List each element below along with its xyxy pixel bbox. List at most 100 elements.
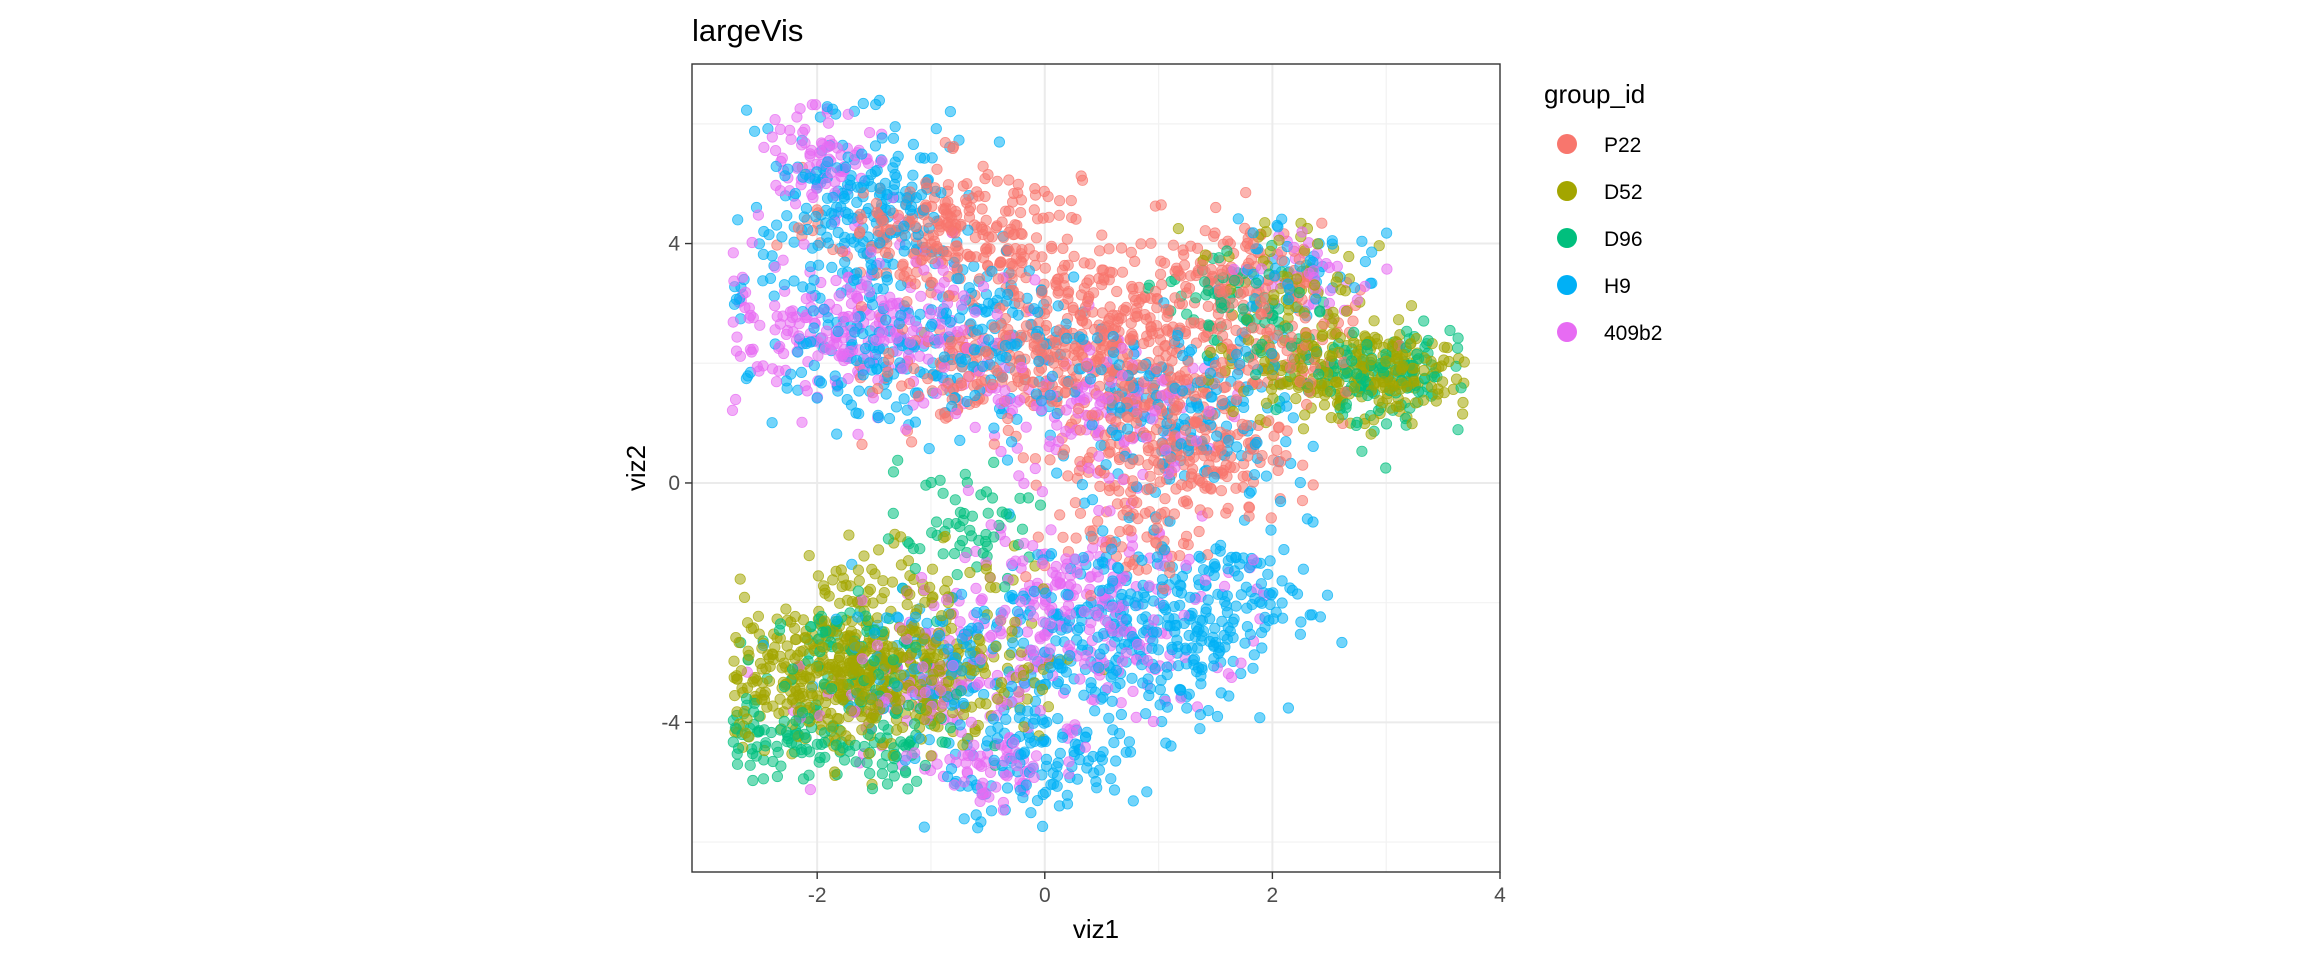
data-point-h9: [848, 274, 860, 286]
data-point-h9: [954, 719, 966, 731]
data-point-p22: [1285, 331, 1298, 343]
data-point-h9: [1076, 639, 1089, 651]
data-point-d52: [1390, 400, 1403, 412]
data-point-h9: [870, 98, 882, 111]
data-point-409b2: [833, 350, 845, 362]
data-point-409b2: [1028, 599, 1040, 611]
data-point-h9: [1053, 800, 1066, 812]
data-point-p22: [1155, 508, 1167, 520]
data-point-d96: [1361, 338, 1373, 351]
data-point-p22: [1131, 408, 1143, 420]
data-point-d52: [741, 713, 753, 725]
data-point-h9: [1208, 471, 1220, 483]
data-point-d96: [797, 773, 810, 785]
data-point-h9: [825, 218, 838, 230]
data-point-h9: [1194, 723, 1206, 735]
data-point-d52: [854, 694, 867, 707]
data-point-h9: [1107, 724, 1119, 736]
data-point-d52: [1317, 329, 1329, 341]
data-point-p22: [1199, 424, 1212, 436]
data-point-h9: [852, 611, 864, 623]
data-point-h9: [1184, 591, 1196, 603]
data-point-h9: [1251, 436, 1263, 449]
data-point-p22: [1165, 371, 1177, 383]
data-point-409b2: [992, 393, 1004, 406]
data-point-d96: [956, 535, 969, 547]
data-point-h9: [1204, 367, 1217, 379]
data-point-409b2: [757, 360, 769, 372]
data-point-h9: [764, 272, 777, 284]
data-point-409b2: [1222, 668, 1235, 680]
data-point-409b2: [727, 247, 739, 259]
data-point-d52: [853, 575, 865, 587]
data-point-d52: [901, 598, 913, 611]
data-point-h9: [1000, 713, 1012, 726]
data-point-p22: [1065, 195, 1077, 207]
data-point-p22: [1152, 345, 1164, 357]
data-point-p22: [1215, 485, 1228, 497]
data-point-p22: [1175, 450, 1187, 462]
data-point-409b2: [1102, 682, 1114, 694]
data-point-h9: [1137, 598, 1149, 610]
data-point-h9: [781, 210, 793, 222]
data-point-h9: [957, 697, 969, 710]
data-point-d96: [999, 581, 1011, 593]
data-point-409b2: [1228, 263, 1240, 275]
data-point-p22: [1081, 277, 1093, 289]
data-point-409b2: [1099, 614, 1112, 627]
data-point-h9: [1284, 582, 1296, 594]
data-point-p22: [1145, 237, 1157, 249]
data-point-409b2: [891, 332, 903, 344]
data-point-h9: [1092, 631, 1104, 643]
data-point-p22: [1296, 494, 1309, 507]
data-point-409b2: [730, 345, 743, 357]
data-point-d96: [775, 760, 787, 772]
data-point-h9: [1103, 583, 1115, 595]
data-point-h9: [887, 132, 900, 144]
data-point-d52: [1273, 234, 1285, 246]
data-point-h9: [1232, 213, 1244, 225]
data-point-h9: [1239, 637, 1251, 649]
data-point-409b2: [812, 350, 824, 362]
data-point-p22: [1104, 446, 1116, 458]
data-point-h9: [987, 713, 999, 725]
data-point-h9: [810, 211, 822, 223]
data-point-p22: [1094, 480, 1106, 492]
data-point-p22: [1263, 415, 1275, 427]
data-point-d52: [1405, 300, 1418, 312]
data-point-409b2: [1169, 461, 1181, 473]
data-point-h9: [1165, 740, 1177, 752]
data-point-h9: [921, 617, 933, 629]
data-point-d52: [797, 614, 810, 626]
data-point-h9: [1186, 642, 1198, 654]
data-point-h9: [866, 263, 878, 276]
data-point-h9: [748, 125, 761, 137]
data-point-d96: [771, 740, 783, 753]
data-point-h9: [887, 162, 899, 174]
data-point-d96: [1014, 492, 1026, 504]
data-point-p22: [941, 249, 953, 262]
data-point-h9: [863, 357, 876, 369]
data-point-d52: [1393, 314, 1405, 326]
data-point-409b2: [971, 679, 984, 691]
data-point-h9: [871, 164, 883, 176]
data-point-d52: [852, 564, 865, 576]
data-point-h9: [1114, 677, 1126, 690]
data-point-p22: [1132, 513, 1144, 525]
data-point-p22: [1196, 476, 1208, 489]
data-point-409b2: [1303, 267, 1315, 279]
data-point-d52: [1017, 669, 1030, 682]
data-point-409b2: [1078, 606, 1090, 618]
data-point-h9: [1006, 680, 1018, 693]
data-point-h9: [930, 123, 942, 135]
data-point-p22: [931, 163, 943, 175]
data-point-h9: [1076, 478, 1089, 491]
data-point-d52: [1406, 418, 1418, 430]
data-point-d52: [856, 724, 868, 736]
data-point-h9: [1108, 784, 1121, 796]
data-point-p22: [1012, 187, 1024, 199]
data-point-p22: [1012, 375, 1024, 387]
data-point-h9: [955, 352, 967, 364]
data-point-h9: [859, 342, 872, 355]
data-point-h9: [1140, 708, 1152, 720]
